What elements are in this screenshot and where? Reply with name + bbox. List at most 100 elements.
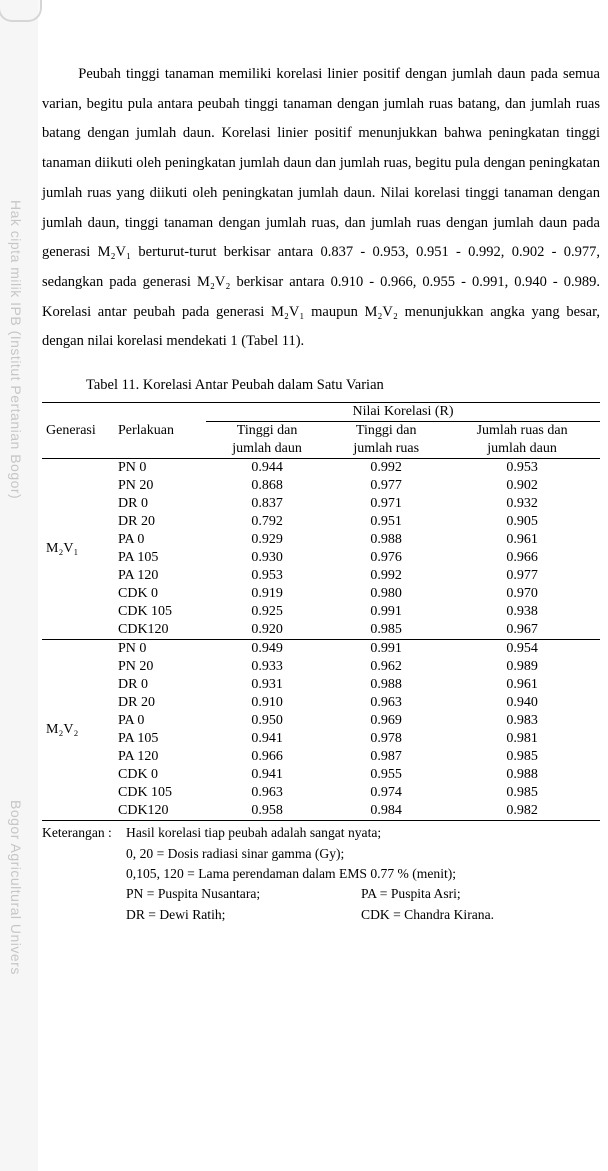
- table-row: PA 00.9290.9880.961: [42, 531, 600, 549]
- value-cell: 0.941: [206, 766, 328, 784]
- value-cell: 0.974: [328, 784, 444, 802]
- table-row: PA 1200.9530.9920.977: [42, 567, 600, 585]
- table-row: M₂V₂PN 00.9490.9910.954: [42, 640, 600, 659]
- value-cell: 0.949: [206, 640, 328, 659]
- value-cell: 0.930: [206, 549, 328, 567]
- perlakuan-cell: PA 105: [114, 730, 206, 748]
- value-cell: 0.981: [444, 730, 600, 748]
- th-perlakuan: Perlakuan: [114, 403, 206, 459]
- value-cell: 0.941: [206, 730, 328, 748]
- correlation-table: Generasi Perlakuan Nilai Korelasi (R) Ti…: [42, 402, 600, 821]
- value-cell: 0.940: [444, 694, 600, 712]
- value-cell: 0.868: [206, 477, 328, 495]
- th-c2a: Tinggi dan: [328, 422, 444, 441]
- th-c3b: jumlah daun: [444, 440, 600, 459]
- perlakuan-cell: PN 0: [114, 459, 206, 478]
- value-cell: 0.905: [444, 513, 600, 531]
- th-generasi: Generasi: [42, 403, 114, 459]
- table-row: M₂V₁PN 00.9440.9920.953: [42, 459, 600, 478]
- value-cell: 0.967: [444, 621, 600, 640]
- value-cell: 0.984: [328, 802, 444, 821]
- th-c3a: Jumlah ruas dan: [444, 422, 600, 441]
- perlakuan-cell: PA 105: [114, 549, 206, 567]
- perlakuan-cell: CDK 0: [114, 585, 206, 603]
- value-cell: 0.925: [206, 603, 328, 621]
- perlakuan-cell: CDK120: [114, 802, 206, 821]
- value-cell: 0.969: [328, 712, 444, 730]
- keterangan-block: Keterangan : Hasil korelasi tiap peubah …: [42, 823, 600, 925]
- table-row: DR 200.9100.9630.940: [42, 694, 600, 712]
- value-cell: 0.985: [444, 748, 600, 766]
- value-cell: 0.978: [328, 730, 444, 748]
- watermark-text-bottom: Bogor Agricultural Univers: [8, 800, 24, 975]
- table-row: DR 00.9310.9880.961: [42, 676, 600, 694]
- page-content: Peubah tinggi tanaman memiliki korelasi …: [42, 60, 600, 925]
- value-cell: 0.961: [444, 676, 600, 694]
- table-row: CDK 00.9190.9800.970: [42, 585, 600, 603]
- value-cell: 0.982: [444, 802, 600, 821]
- value-cell: 0.988: [328, 676, 444, 694]
- value-cell: 0.988: [328, 531, 444, 549]
- perlakuan-cell: PN 20: [114, 477, 206, 495]
- value-cell: 0.944: [206, 459, 328, 478]
- value-cell: 0.992: [328, 459, 444, 478]
- table-row: CDK1200.9580.9840.982: [42, 802, 600, 821]
- perlakuan-cell: PA 120: [114, 567, 206, 585]
- table-row: CDK 1050.9250.9910.938: [42, 603, 600, 621]
- table-row: CDK1200.9200.9850.967: [42, 621, 600, 640]
- value-cell: 0.902: [444, 477, 600, 495]
- perlakuan-cell: PA 0: [114, 712, 206, 730]
- table-body: M₂V₁PN 00.9440.9920.953PN 200.8680.9770.…: [42, 459, 600, 821]
- value-cell: 0.961: [444, 531, 600, 549]
- value-cell: 0.992: [328, 567, 444, 585]
- value-cell: 0.991: [328, 640, 444, 659]
- value-cell: 0.966: [444, 549, 600, 567]
- generation-label: M₂V₂: [42, 640, 114, 821]
- value-cell: 0.991: [328, 603, 444, 621]
- value-cell: 0.792: [206, 513, 328, 531]
- table-row: PN 200.8680.9770.902: [42, 477, 600, 495]
- perlakuan-cell: DR 0: [114, 495, 206, 513]
- table-row: PN 200.9330.9620.989: [42, 658, 600, 676]
- perlakuan-cell: DR 20: [114, 694, 206, 712]
- abbr-left-1: DR = Dewi Ratih;: [126, 905, 361, 925]
- value-cell: 0.983: [444, 712, 600, 730]
- value-cell: 0.953: [206, 567, 328, 585]
- value-cell: 0.989: [444, 658, 600, 676]
- perlakuan-cell: CDK120: [114, 621, 206, 640]
- value-cell: 0.988: [444, 766, 600, 784]
- value-cell: 0.987: [328, 748, 444, 766]
- value-cell: 0.932: [444, 495, 600, 513]
- table-row: PA 1200.9660.9870.985: [42, 748, 600, 766]
- body-paragraph: Peubah tinggi tanaman memiliki korelasi …: [42, 60, 600, 357]
- table-caption: Tabel 11. Korelasi Antar Peubah dalam Sa…: [86, 377, 600, 394]
- perlakuan-cell: CDK 0: [114, 766, 206, 784]
- perlakuan-cell: DR 20: [114, 513, 206, 531]
- perlakuan-cell: PN 20: [114, 658, 206, 676]
- keterangan-line-2: 0,105, 120 = Lama perendaman dalam EMS 0…: [126, 864, 600, 884]
- value-cell: 0.837: [206, 495, 328, 513]
- table-row: DR 00.8370.9710.932: [42, 495, 600, 513]
- value-cell: 0.955: [328, 766, 444, 784]
- value-cell: 0.977: [328, 477, 444, 495]
- keterangan-label: Keterangan :: [42, 823, 126, 843]
- table-row: DR 200.7920.9510.905: [42, 513, 600, 531]
- abbr-right-0: PA = Puspita Asri;: [361, 884, 600, 904]
- abbr-right-1: CDK = Chandra Kirana.: [361, 905, 600, 925]
- th-c2b: jumlah ruas: [328, 440, 444, 459]
- value-cell: 0.963: [206, 784, 328, 802]
- th-nilai: Nilai Korelasi (R): [206, 403, 600, 422]
- table-row: CDK 00.9410.9550.988: [42, 766, 600, 784]
- value-cell: 0.951: [328, 513, 444, 531]
- perlakuan-cell: PA 0: [114, 531, 206, 549]
- perlakuan-cell: PN 0: [114, 640, 206, 659]
- keterangan-line-1: 0, 20 = Dosis radiasi sinar gamma (Gy);: [126, 844, 600, 864]
- value-cell: 0.980: [328, 585, 444, 603]
- perlakuan-cell: PA 120: [114, 748, 206, 766]
- th-c1b: jumlah daun: [206, 440, 328, 459]
- value-cell: 0.931: [206, 676, 328, 694]
- value-cell: 0.954: [444, 640, 600, 659]
- abbr-left-0: PN = Puspita Nusantara;: [126, 884, 361, 904]
- value-cell: 0.910: [206, 694, 328, 712]
- value-cell: 0.958: [206, 802, 328, 821]
